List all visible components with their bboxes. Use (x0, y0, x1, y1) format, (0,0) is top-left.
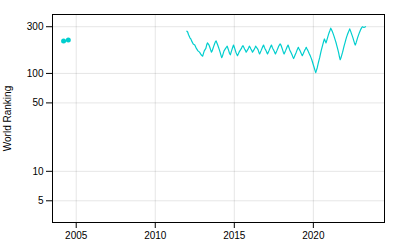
svg-text:10: 10 (32, 166, 44, 177)
svg-text:2005: 2005 (65, 230, 88, 241)
svg-text:300: 300 (27, 21, 44, 32)
svg-text:100: 100 (27, 68, 44, 79)
svg-text:2020: 2020 (302, 230, 325, 241)
svg-text:5: 5 (38, 195, 44, 206)
svg-text:World Ranking: World Ranking (2, 86, 13, 151)
svg-text:2015: 2015 (223, 230, 246, 241)
svg-text:2010: 2010 (144, 230, 167, 241)
svg-text:50: 50 (32, 97, 44, 108)
